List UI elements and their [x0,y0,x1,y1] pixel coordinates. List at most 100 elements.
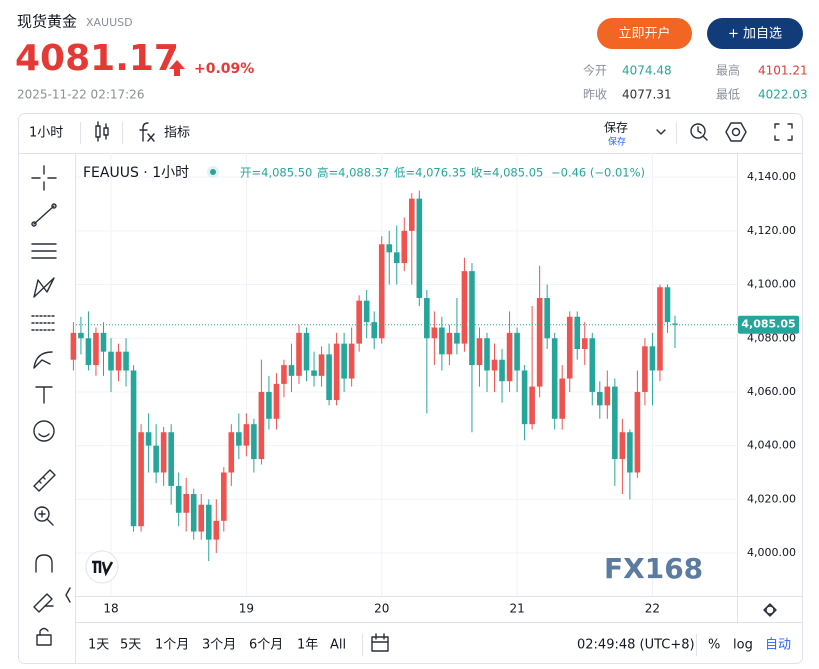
interval-button[interactable]: 1小时 [29,126,63,141]
y-tick-label: 4,060.00 [747,385,796,398]
candle-body [536,297,543,387]
candle-body [393,252,400,264]
candle-body [281,365,287,384]
settings-button[interactable] [725,122,747,142]
candle-body [318,354,325,376]
range-button[interactable]: 5天 [120,638,141,653]
fib-tool[interactable] [31,243,57,259]
button-label[interactable]: + 加自选 [728,27,782,42]
button-bg [597,18,692,49]
stat-label: 昨收 [583,88,607,102]
ruler-tool[interactable] [33,469,56,492]
crosshair-tool[interactable] [31,165,57,191]
range-button[interactable]: 1天 [88,638,109,653]
candle-body [604,386,611,406]
auto-toggle[interactable]: 自动 [765,638,791,653]
candle-body [153,445,159,473]
button-label[interactable]: 立即开户 [618,26,670,42]
candle-body [273,383,280,419]
range-button[interactable]: 1年 [297,638,318,653]
indicators-button[interactable]: 指标 [164,126,190,141]
stat-value: 4022.03 [758,88,808,102]
candle-body [198,504,205,532]
plot-area [70,153,737,596]
emoji-tool[interactable] [33,420,55,442]
stat-value: 4077.31 [622,88,672,102]
brush-tool[interactable] [33,351,53,369]
candle-body [612,386,618,460]
save-button[interactable]: 保存 [604,121,628,135]
candle-body [221,472,227,521]
candle-body [476,338,483,366]
legend-item: 开=4,085.50 [240,166,312,180]
candle-body [333,343,340,401]
ohlc-legend: 开=4,085.50 高=4,088.37 低=4,076.35 收=4,085.05… [240,166,645,180]
lock-tool[interactable] [36,634,52,646]
magnet-tool[interactable] [35,554,53,573]
text-tool[interactable] [35,386,53,404]
range-button[interactable]: All [330,638,346,653]
alert-button[interactable] [690,123,708,141]
stat-value: 4101.21 [758,64,808,78]
projection-tool[interactable] [31,315,57,331]
legend-item: 收=4,085.05 [471,166,543,180]
candle-body [371,322,377,339]
candle-body [243,424,250,446]
watchlist-button[interactable]: + 加自选 [707,18,803,49]
collapse-sidebar[interactable] [65,587,71,603]
y-tick-label: 4,020.00 [747,492,796,505]
save-dropdown[interactable] [656,129,666,135]
candle-body [627,432,633,473]
price: 4081.17 [15,38,179,79]
candle-body [108,351,114,371]
percent-toggle[interactable]: % [708,638,720,653]
candle-body [514,332,520,371]
candle-body [93,332,99,366]
erase-tool[interactable] [33,593,54,613]
stat-label: 最高 [716,63,740,78]
zoom-tool[interactable] [34,506,50,522]
candle-body [160,432,167,473]
pattern-tool[interactable] [33,277,55,298]
candle-body [236,432,242,446]
candle-body [439,327,445,355]
candle-body [386,244,393,253]
last-price-badge [738,315,799,334]
candle-body [401,230,408,264]
range-button[interactable]: 6个月 [249,638,283,653]
candle-body [100,332,107,352]
candle-body [326,354,332,401]
footer: 1天 5天 1个月 3个月 6个月 1年 All [88,638,346,653]
candle-body [78,332,84,339]
range-button[interactable]: 3个月 [202,638,236,653]
log-toggle[interactable]: log [733,638,753,653]
drawing-tools [31,165,57,646]
stat-label: 最低 [716,88,740,102]
y-tick-label: 4,000.00 [747,546,796,559]
fx-icon[interactable] [139,122,155,142]
candle-body [431,327,438,339]
candle-body [566,316,573,379]
date-range-button[interactable] [371,633,389,652]
trendline-tool[interactable] [33,205,55,225]
candle-body [506,332,513,382]
y-tick-label: 4,120.00 [747,224,796,237]
candle-type-button[interactable] [95,121,109,142]
candle-body [424,297,430,339]
open-account-button[interactable]: 立即开户 [597,18,692,49]
candle-body [619,432,626,460]
candle-body [521,370,528,425]
axis-settings[interactable] [763,603,777,617]
candle-body [168,432,174,486]
candle-body [551,338,558,419]
fullscreen-button[interactable] [774,123,793,141]
candle-body [251,424,257,460]
candle-body [183,493,189,513]
candle-body [446,332,453,355]
asset-symbol: XAUUSD [86,16,133,29]
candle-body [642,346,648,392]
candle-body [672,323,678,325]
candle-body [461,271,468,344]
range-button[interactable]: 1个月 [155,638,189,653]
